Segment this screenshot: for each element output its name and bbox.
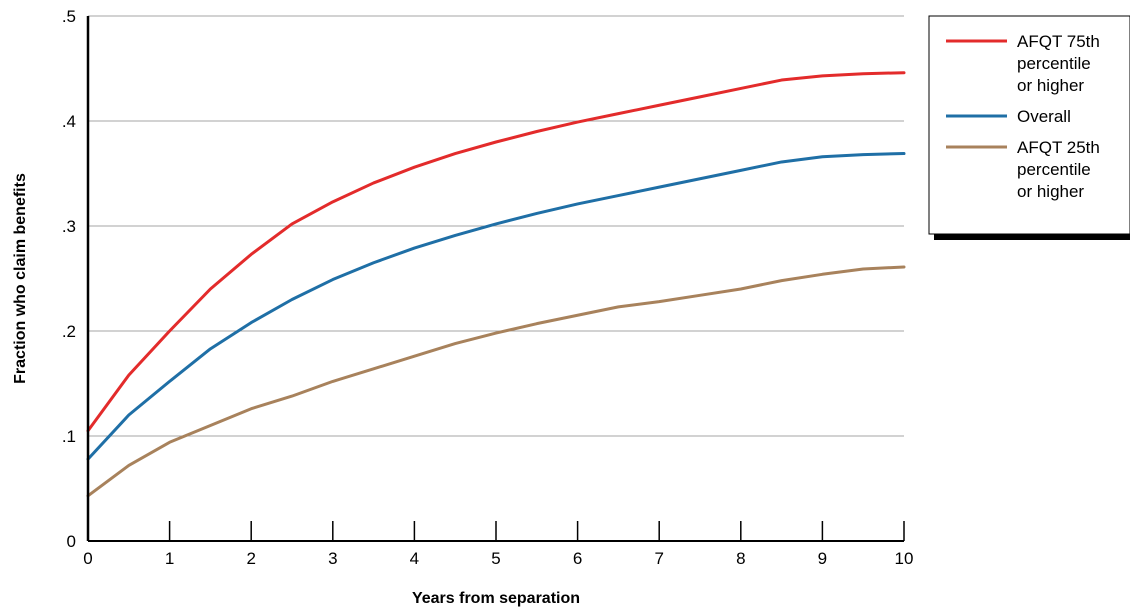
x-tick-label-2: 2 [246,549,255,568]
x-tick-label-4: 4 [410,549,419,568]
x-tick-label-8: 8 [736,549,745,568]
y-tick-label-5: .5 [62,7,76,26]
legend: AFQT 75th percentile or higher Overall AFQT … [928,15,1130,240]
x-tick-label-6: 6 [573,549,582,568]
y-axis-title: Fraction who claim benefits [12,173,29,384]
gridlines [88,15,904,437]
y-tick-label-0: 0 [67,532,76,551]
legend-label-2-0: AFQT 25th [1017,138,1100,157]
legend-items: AFQT 75th percentile or higher Overall AFQT … [946,32,1100,201]
y-tick-label-1: .1 [62,427,76,446]
x-axis-title: Years from separation [412,590,580,607]
legend-label-0-0: AFQT 75th [1017,32,1100,51]
x-tick-label-10: 10 [895,549,914,568]
series-line-0 [86,71,906,433]
legend-label-2-1: percentile [1017,160,1091,179]
x-axis-ticks: 0 1 2 3 4 5 6 7 8 9 10 [83,521,913,568]
legend-label-1-0: Overall [1017,107,1071,126]
y-axis-ticks: 0 .1 .2 .3 .4 .5 [62,7,76,551]
legend-label-2-2: or higher [1017,182,1084,201]
x-tick-label-3: 3 [328,549,337,568]
series-lines [86,71,906,498]
legend-label-0-2: or higher [1017,76,1084,95]
series-line-2 [86,265,906,498]
x-tick-label-7: 7 [654,549,663,568]
legend-box [928,15,1130,235]
x-tick-label-9: 9 [818,549,827,568]
y-tick-label-3: .3 [62,217,76,236]
x-tick-label-1: 1 [165,549,174,568]
legend-label-0-1: percentile [1017,54,1091,73]
series-line-1 [86,152,906,461]
axes [86,16,904,542]
y-tick-label-4: .4 [62,112,76,131]
x-tick-label-5: 5 [491,549,500,568]
y-tick-label-2: .2 [62,322,76,341]
x-tick-label-0: 0 [83,549,92,568]
